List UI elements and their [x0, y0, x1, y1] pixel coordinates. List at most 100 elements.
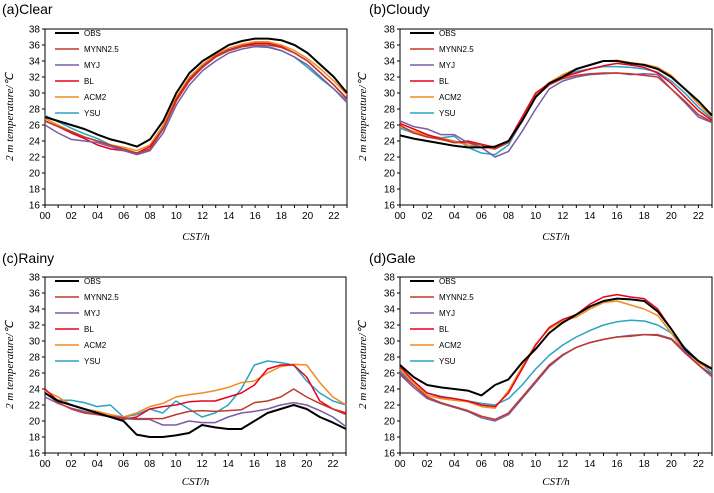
- x-tick-label: 22: [693, 211, 705, 222]
- y-tick-label: 30: [29, 89, 41, 100]
- x-tick-label: 18: [275, 459, 287, 470]
- panel-title: (a)Clear: [2, 1, 53, 17]
- x-tick-label: 06: [476, 459, 488, 470]
- x-tick-label: 18: [276, 211, 288, 222]
- x-tick-label: 14: [223, 211, 235, 222]
- y-tick-label: 16: [384, 201, 396, 212]
- y-tick-label: 24: [384, 137, 396, 148]
- x-tick-label: 04: [449, 211, 461, 222]
- x-tick-label: 16: [611, 211, 623, 222]
- series-line-obs: [399, 60, 713, 149]
- series-line-obs: [44, 37, 348, 148]
- legend-label: YSU: [84, 109, 101, 118]
- x-axis-label: CST/h: [182, 231, 210, 243]
- x-tick-label: 06: [118, 211, 130, 222]
- y-tick-label: 36: [384, 41, 396, 52]
- y-tick-label: 22: [384, 153, 396, 164]
- y-tick-label: 22: [29, 153, 41, 164]
- y-tick-label: 26: [29, 121, 41, 132]
- series-line-obs: [44, 392, 347, 438]
- plot-frame: [44, 276, 347, 454]
- x-tick-label: 20: [666, 459, 678, 470]
- x-tick-label: 08: [144, 459, 156, 470]
- y-tick-label: 24: [29, 137, 41, 148]
- legend-label: MYNN2.5: [84, 45, 119, 54]
- y-tick-label: 22: [29, 401, 41, 412]
- x-tick-label: 14: [584, 211, 596, 222]
- legend-label: YSU: [84, 357, 101, 366]
- y-tick-label: 24: [29, 385, 41, 396]
- series-line-myj: [44, 45, 348, 156]
- x-tick-label: 14: [584, 459, 596, 470]
- chart-panel-4: (d)Gale 16 18 20 22 24 26 28 30 32 34 36 38 00 02 04 06 0…: [357, 250, 713, 488]
- x-tick-label: 04: [92, 459, 104, 470]
- y-tick-label: 32: [29, 73, 41, 84]
- y-tick-label: 22: [384, 401, 396, 412]
- y-tick-label: 18: [29, 433, 41, 444]
- series-line-acm2: [399, 300, 713, 409]
- x-tick-label: 06: [476, 211, 488, 222]
- y-tick-label: 38: [384, 273, 396, 284]
- y-axis-label: 2 m temperature/℃: [4, 320, 16, 409]
- legend-label: OBS: [84, 29, 101, 38]
- x-tick-label: 12: [196, 459, 208, 470]
- y-tick-label: 18: [384, 185, 396, 196]
- y-tick-label: 36: [29, 41, 41, 52]
- series-line-myj: [399, 333, 713, 422]
- y-tick-label: 16: [29, 201, 41, 212]
- x-tick-label: 22: [693, 459, 705, 470]
- series-line-acm2: [44, 363, 347, 418]
- legend-label: MYNN2.5: [84, 293, 119, 302]
- x-tick-label: 00: [394, 459, 406, 470]
- y-tick-label: 30: [384, 89, 396, 100]
- chart-panel-2: (b)Cloudy 16 18 20 22 24 26 28 30 32 34 36 38 00 02 04 0…: [357, 1, 713, 243]
- y-tick-label: 20: [29, 417, 41, 428]
- y-tick-label: 26: [384, 369, 396, 380]
- x-axis-label: CST/h: [542, 231, 570, 243]
- legend-label: OBS: [84, 277, 101, 286]
- series-line-mynn2-5: [399, 72, 713, 150]
- y-tick-label: 16: [384, 449, 396, 460]
- y-tick-label: 38: [384, 25, 396, 36]
- x-tick-label: 10: [530, 211, 542, 222]
- x-tick-label: 02: [422, 211, 434, 222]
- x-tick-label: 08: [503, 211, 515, 222]
- x-axis-label: CST/h: [182, 476, 210, 488]
- panel-title: (c)Rainy: [2, 250, 54, 266]
- legend-label: YSU: [439, 357, 456, 366]
- x-tick-label: 16: [611, 459, 623, 470]
- y-tick-label: 28: [384, 105, 396, 116]
- panel-title: (b)Cloudy: [369, 1, 430, 17]
- y-tick-label: 30: [384, 337, 396, 348]
- legend-label: YSU: [439, 109, 456, 118]
- x-tick-label: 00: [39, 211, 51, 222]
- legend-label: MYJ: [84, 61, 100, 70]
- x-tick-label: 10: [530, 459, 542, 470]
- x-tick-label: 12: [557, 459, 569, 470]
- x-tick-label: 04: [92, 211, 104, 222]
- series-line-mynn2-5: [44, 44, 348, 154]
- y-tick-label: 34: [29, 305, 41, 316]
- x-tick-label: 00: [394, 211, 406, 222]
- series-line-mynn2-5: [399, 333, 713, 421]
- legend-label: OBS: [439, 29, 456, 38]
- series-line-bl: [399, 293, 713, 408]
- y-tick-label: 34: [384, 57, 396, 68]
- legend-label: ACM2: [439, 93, 462, 102]
- y-tick-label: 32: [384, 321, 396, 332]
- y-tick-label: 28: [29, 105, 41, 116]
- y-axis-label: 2 m temperature/℃: [357, 320, 369, 409]
- legend-label: ACM2: [84, 93, 107, 102]
- chart-panel-3: (c)Rainy 16 18 20 22 24 26 28 30 32 34 36 38 00 02 04 06…: [2, 250, 347, 488]
- x-tick-label: 22: [328, 211, 340, 222]
- y-tick-label: 32: [29, 321, 41, 332]
- x-tick-label: 02: [66, 211, 78, 222]
- y-axis-label: 2 m temperature/℃: [4, 72, 16, 161]
- x-tick-label: 12: [197, 211, 209, 222]
- legend-label: MYJ: [84, 309, 100, 318]
- y-tick-label: 26: [384, 121, 396, 132]
- y-tick-label: 26: [29, 369, 41, 380]
- y-tick-label: 18: [29, 185, 41, 196]
- x-tick-label: 22: [327, 459, 339, 470]
